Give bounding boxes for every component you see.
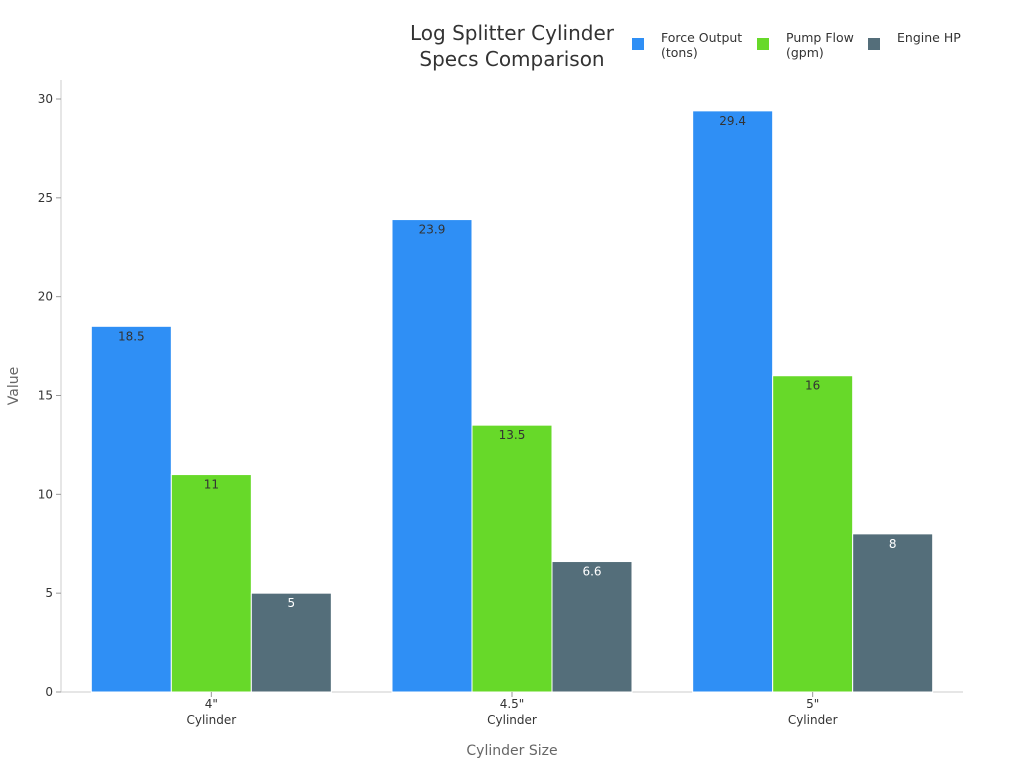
legend-label-engine-hp-line-1: Engine HP bbox=[897, 30, 961, 45]
bar-2-2 bbox=[852, 533, 934, 693]
legend-swatch-engine-hp bbox=[868, 38, 880, 50]
y-tick-label: 25 bbox=[38, 191, 53, 205]
legend-label-pump-flow: Pump Flow (gpm) bbox=[786, 30, 854, 60]
y-tick-label: 5 bbox=[45, 586, 53, 600]
bar-value-label: 11 bbox=[204, 478, 219, 492]
legend-label-force-output-line-1: Force Output bbox=[661, 30, 743, 45]
bar-0-0 bbox=[90, 325, 172, 693]
legend-label-engine-hp: Engine HP bbox=[897, 30, 961, 45]
y-tick-label: 10 bbox=[38, 487, 53, 501]
x-axis-title: Cylinder Size bbox=[466, 743, 557, 759]
y-tick-label: 20 bbox=[38, 290, 53, 304]
bar-0-2 bbox=[692, 110, 774, 693]
y-tick-label: 15 bbox=[38, 389, 53, 403]
y-tick-label: 0 bbox=[45, 685, 53, 699]
bar-value-label: 18.5 bbox=[118, 329, 145, 343]
x-tick-label: 5" bbox=[806, 697, 819, 711]
bar-0-1 bbox=[391, 219, 473, 693]
y-tick-label: 30 bbox=[38, 92, 53, 106]
bar-1-1 bbox=[471, 424, 553, 693]
bar-2-0 bbox=[250, 592, 332, 693]
legend-label-force-output: Force Output (tons) bbox=[661, 30, 742, 60]
x-tick-label: Cylinder bbox=[788, 713, 838, 727]
x-tick-label: 4" bbox=[205, 697, 218, 711]
bar-1-2 bbox=[772, 375, 854, 693]
bar-value-label: 29.4 bbox=[719, 114, 746, 128]
legend-swatch-force-output bbox=[632, 38, 644, 50]
bar-2-1 bbox=[551, 561, 633, 693]
chart-title: Log Splitter Cylinder Specs Comparison bbox=[362, 20, 662, 72]
bar-value-label: 23.9 bbox=[419, 223, 446, 237]
legend-label-pump-flow-line-1: Pump Flow bbox=[786, 30, 854, 45]
bar-value-label: 13.5 bbox=[499, 428, 526, 442]
y-axis-title: Value bbox=[6, 367, 22, 405]
x-tick-label: Cylinder bbox=[487, 713, 537, 727]
x-tick-label: Cylinder bbox=[186, 713, 236, 727]
bar-value-label: 8 bbox=[889, 537, 897, 551]
chart-title-line-2: Specs Comparison bbox=[419, 47, 605, 71]
x-tick-label: 4.5" bbox=[500, 697, 525, 711]
legend-label-force-output-line-2: (tons) bbox=[661, 45, 698, 60]
bar-1-0 bbox=[170, 474, 252, 693]
bar-value-label: 16 bbox=[805, 379, 820, 393]
bar-value-label: 6.6 bbox=[582, 565, 601, 579]
bar-value-label: 5 bbox=[288, 596, 296, 610]
legend-label-pump-flow-line-2: (gpm) bbox=[786, 45, 824, 60]
chart-title-line-1: Log Splitter Cylinder bbox=[410, 21, 614, 45]
legend-swatch-pump-flow bbox=[757, 38, 769, 50]
